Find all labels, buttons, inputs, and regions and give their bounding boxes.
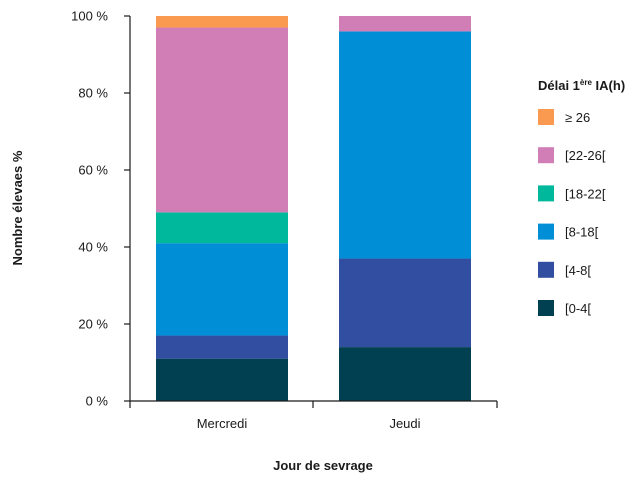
legend-label-4-8: [4-8[ [565, 263, 591, 278]
legend-title-tail: IA(h) [592, 78, 625, 93]
legend-title-main: Délai 1 [538, 78, 580, 93]
y-axis-ticks: 0 % 20 % 40 % 60 % 80 % 100 % [71, 9, 130, 409]
x-tick-label-jeudi: Jeudi [389, 416, 420, 431]
x-axis-ticks: Mercredi Jeudi [129, 401, 498, 431]
legend-items: ≥ 26 [22-26[ [18-22[ [8-18[ [4-8[ [0-4[ [538, 109, 606, 316]
bar-segment-jeudi-4-8 [339, 258, 471, 348]
bar-segment-mercredi-4-8 [156, 335, 288, 359]
legend-swatch-22-26 [538, 147, 554, 164]
y-axis-title: Nombre élevaes % [10, 150, 25, 265]
y-tick-label-100: 100 % [71, 9, 108, 24]
y-tick-label-60: 60 % [78, 163, 108, 178]
legend-label-8-18: [8-18[ [565, 225, 599, 240]
legend: Délai 1ère IA(h) ≥ 26 [22-26[ [18-22[ [8-18… [538, 78, 625, 316]
x-axis-title: Jour de sevrage [273, 458, 373, 473]
y-tick-label-0: 0 % [86, 394, 109, 409]
bar-segment-mercredi-22-26 [156, 27, 288, 213]
legend-title-superscript: ère [580, 78, 593, 87]
bars-layer [156, 16, 471, 401]
legend-label-0-4: [0-4[ [565, 301, 591, 316]
bar-segment-mercredi-18-22 [156, 212, 288, 244]
legend-title: Délai 1ère IA(h) [538, 78, 625, 93]
bar-segment-jeudi-8-18 [339, 31, 471, 259]
legend-label-22-26: [22-26[ [565, 148, 606, 163]
legend-label-18-22: [18-22[ [565, 186, 606, 201]
legend-label-26: ≥ 26 [565, 110, 590, 125]
legend-swatch-0-4 [538, 300, 554, 316]
y-tick-label-80: 80 % [78, 86, 108, 101]
legend-swatch-18-22 [538, 185, 554, 202]
bar-segment-mercredi-0-4 [156, 358, 288, 401]
y-tick-label-20: 20 % [78, 317, 108, 332]
legend-swatch-26 [538, 109, 554, 125]
bar-segment-mercredi-26 [156, 16, 288, 28]
bar-segment-jeudi-0-4 [339, 347, 471, 401]
bar-segment-mercredi-8-18 [156, 243, 288, 336]
x-tick-label-mercredi: Mercredi [197, 416, 248, 431]
bar-segment-jeudi-22-26 [339, 16, 471, 32]
legend-swatch-8-18 [538, 223, 554, 240]
y-tick-label-40: 40 % [78, 240, 108, 255]
legend-swatch-4-8 [538, 261, 554, 278]
